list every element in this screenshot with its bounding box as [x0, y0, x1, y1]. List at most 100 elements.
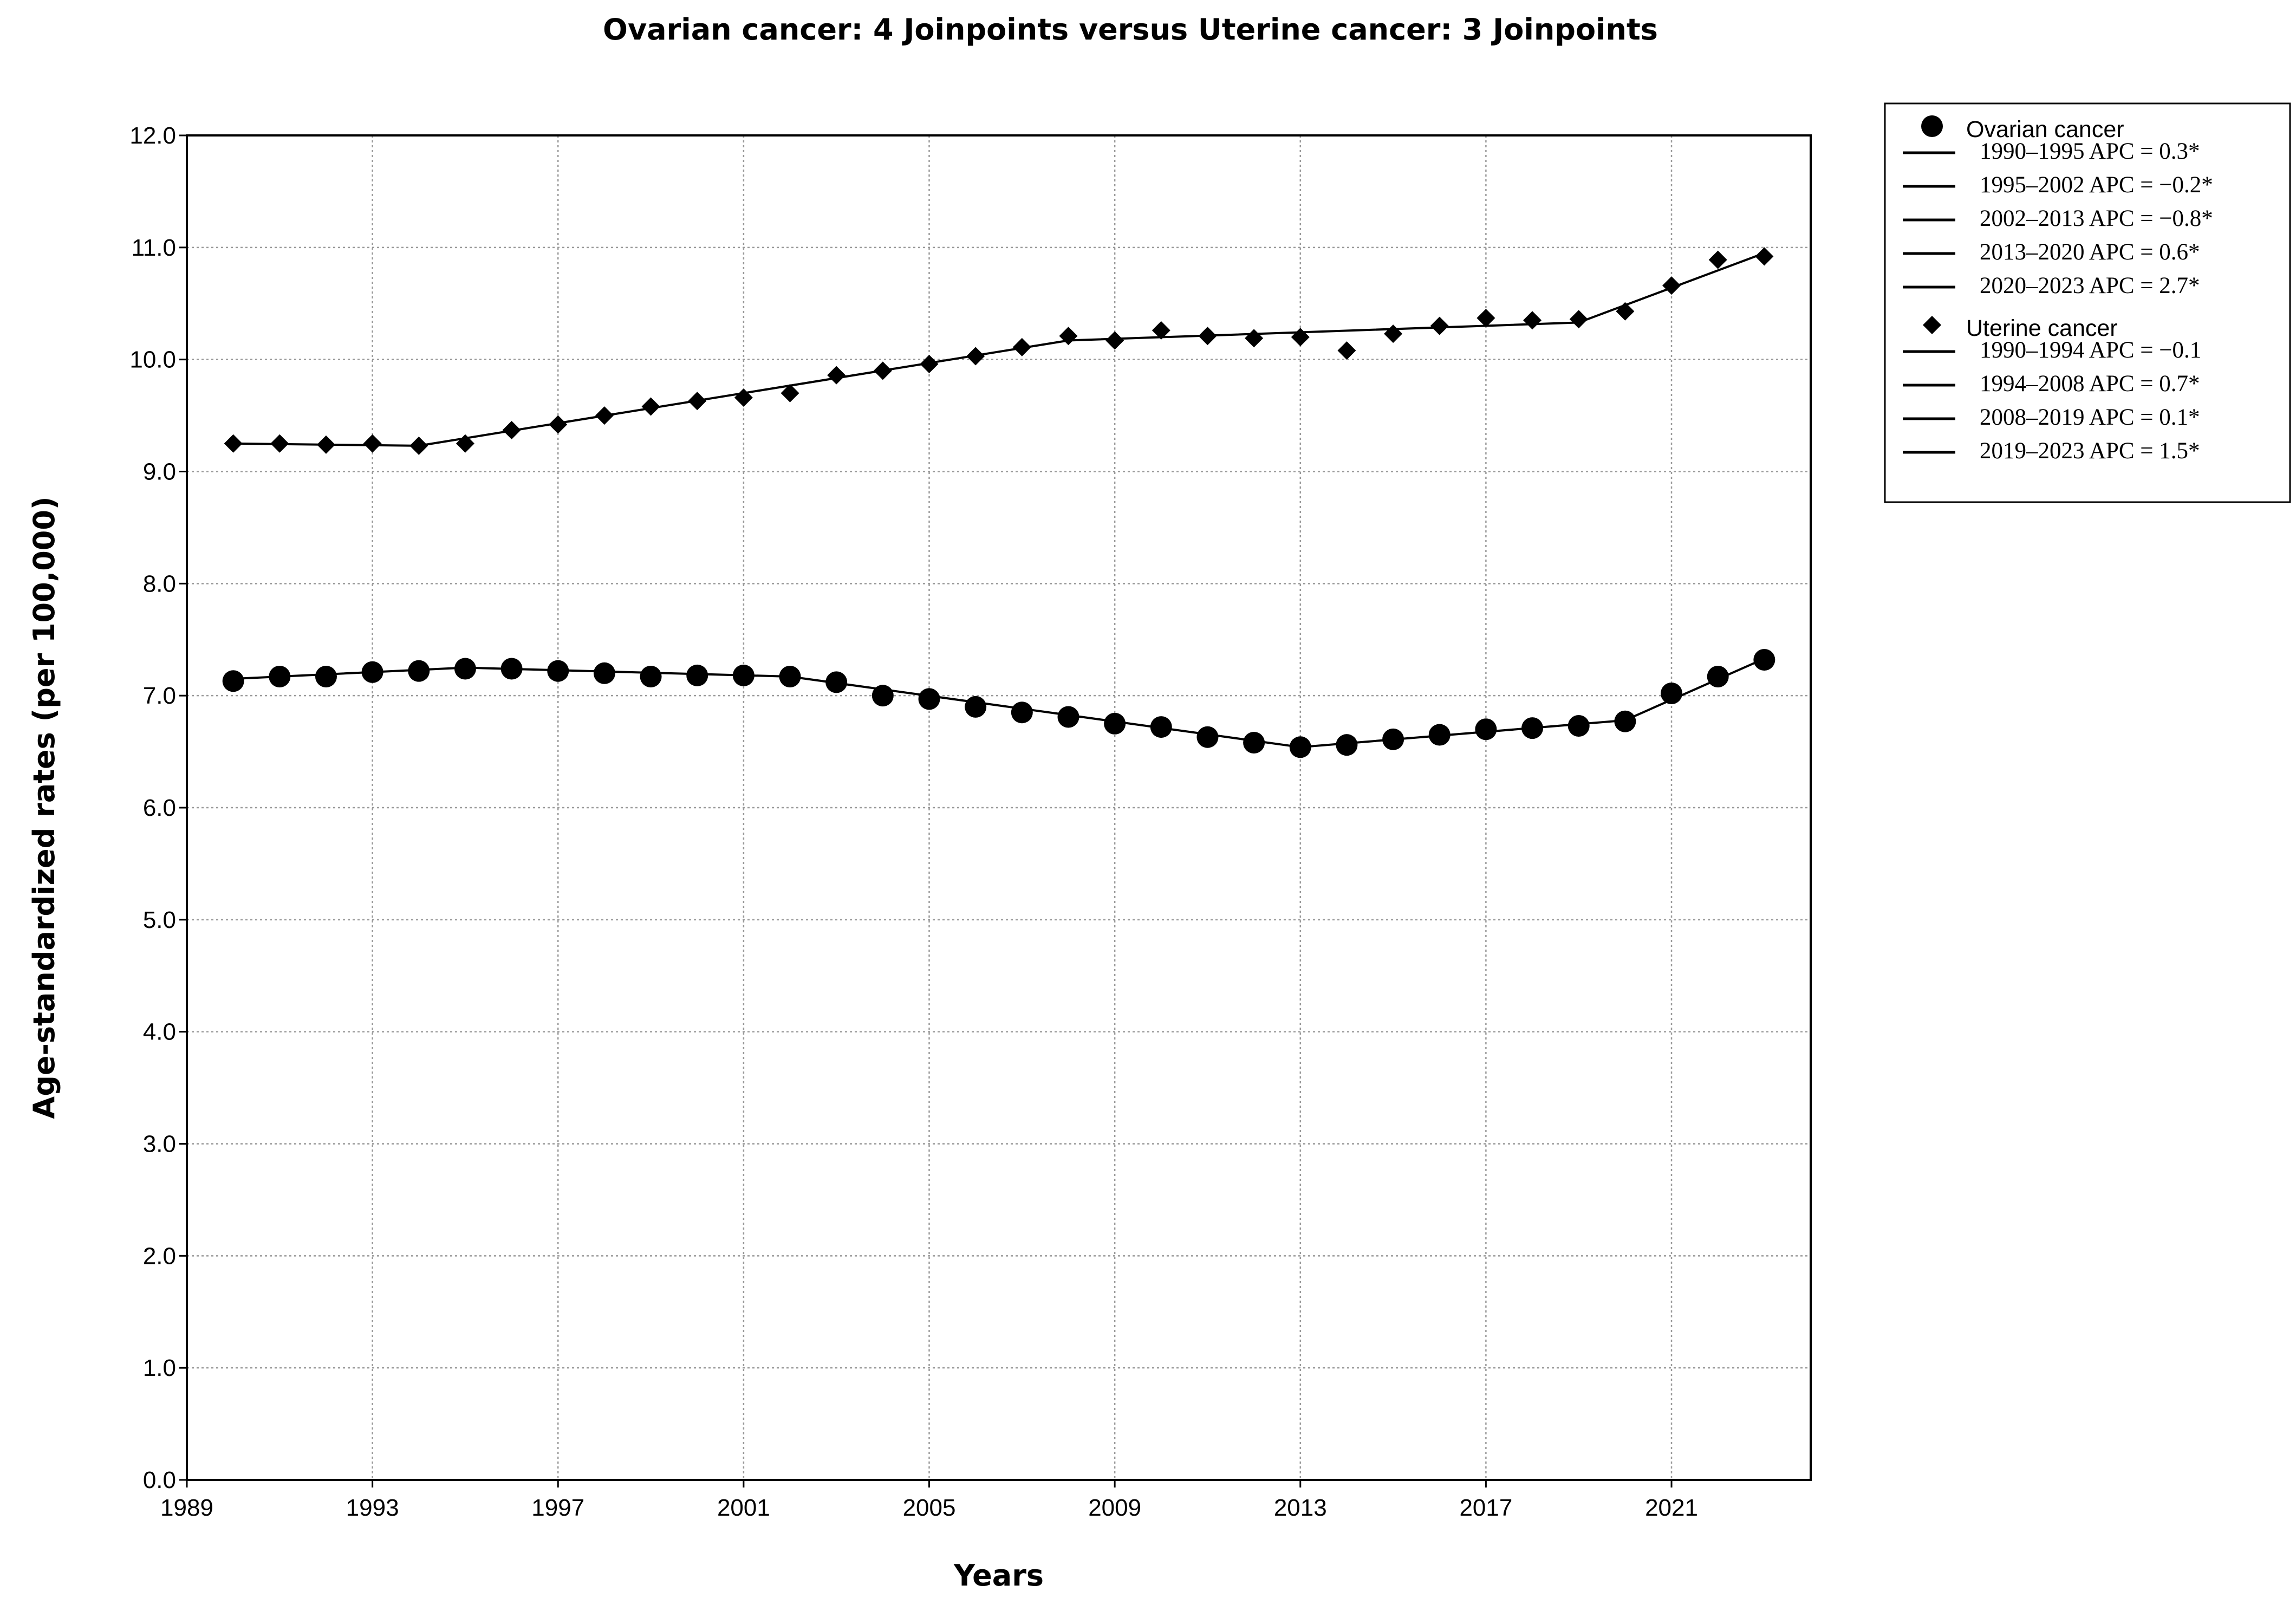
uterine-data-point [1105, 331, 1124, 350]
uterine-data-point [1755, 247, 1774, 266]
uterine-data-point [224, 434, 243, 453]
uterine-data-point [780, 384, 799, 402]
x-tick-label: 2017 [1459, 1495, 1512, 1521]
ovarian-data-point [1243, 732, 1265, 754]
ovarian-data-point [1521, 717, 1544, 739]
ovarian-data-point [1057, 706, 1079, 728]
ovarian-legend-segment: 1995–2002 APC = −0.2* [1980, 172, 2213, 198]
ovarian-data-point [1707, 666, 1729, 688]
uterine-data-point [1152, 321, 1170, 340]
ovarian-legend-segment: 2020–2023 APC = 2.7* [1980, 273, 2200, 298]
ovarian-legend-segment: 2013–2020 APC = 0.6* [1980, 239, 2200, 265]
uterine-legend-label: Uterine cancer [1966, 315, 2118, 341]
x-tick-label: 1997 [531, 1495, 584, 1521]
ovarian-data-point [1011, 701, 1033, 724]
uterine-data-point [827, 366, 846, 385]
uterine-legend-segment: 2019–2023 APC = 1.5* [1980, 438, 2200, 464]
ovarian-data-point [222, 670, 244, 692]
y-axis: 0.0 1.0 2.0 3.0 4.0 5.0 6.0 7.0 8.0 9.0 10.0 11.0 12… [129, 122, 187, 1493]
ovarian-data-point [732, 664, 755, 686]
uterine-data-point [1291, 328, 1310, 347]
ovarian-data-point [1336, 734, 1358, 756]
uterine-data-point [1337, 341, 1356, 360]
uterine-data-point [920, 354, 939, 373]
x-tick-label: 2009 [1088, 1495, 1141, 1521]
x-axis: 1989 1993 1997 2001 2005 2009 2013 2017 2021 [160, 1480, 1698, 1521]
uterine-legend-segment: 1990–1994 APC = −0.1 [1980, 337, 2201, 363]
ovarian-data-point [361, 661, 383, 683]
uterine-data-point [270, 434, 289, 453]
uterine-data-point [1662, 276, 1681, 295]
ovarian-data-point [1567, 715, 1590, 737]
chart-title: Ovarian cancer: 4 Joinpoints versus Uter… [603, 12, 1658, 47]
ovarian-data-point [918, 688, 940, 710]
uterine-data-point [1198, 327, 1217, 346]
ovarian-data-point [965, 696, 987, 718]
uterine-legend-segment: 2008–2019 APC = 0.1* [1980, 405, 2200, 430]
ovarian-data-point [1289, 736, 1311, 758]
ovarian-data-point [825, 671, 848, 693]
uterine-data-point [549, 415, 568, 434]
legend-box [1884, 102, 2291, 503]
ovarian-data-point [408, 660, 430, 682]
ovarian-data-point [686, 664, 708, 686]
x-tick-label: 1989 [160, 1495, 213, 1521]
grid [187, 135, 1811, 1480]
uterine-data-point [966, 347, 985, 366]
ovarian-data-point [1475, 718, 1497, 740]
x-tick-label: 2005 [903, 1495, 956, 1521]
uterine-data-point [595, 406, 614, 425]
uterine-legend-marker [1923, 316, 1941, 334]
uterine-data-point [641, 397, 660, 416]
uterine-legend-segment: 1994–2008 APC = 0.7* [1980, 371, 2200, 397]
y-tick-label: 11.0 [132, 235, 176, 261]
y-tick-label: 4.0 [143, 1019, 176, 1045]
uterine-data-point [1059, 327, 1078, 346]
ovarian-data-point [1661, 683, 1683, 705]
uterine-data-point [734, 388, 753, 407]
uterine-data-point [1430, 316, 1449, 335]
y-axis-title: Age-standardized rates (per 100,000) [27, 496, 61, 1119]
uterine-data-point [1523, 311, 1542, 330]
y-tick-label: 0.0 [143, 1467, 176, 1493]
ovarian-data-point [871, 685, 894, 707]
ovarian-legend-segment: 1990–1995 APC = 0.3* [1980, 139, 2200, 164]
uterine-data-point [316, 435, 335, 454]
uterine-data-point [688, 392, 707, 411]
ovarian-data-point [1428, 724, 1451, 746]
ovarian-data-point [593, 662, 615, 684]
y-tick-label: 8.0 [143, 570, 176, 597]
uterine-series [224, 247, 1774, 455]
uterine-data-point [456, 434, 474, 453]
ovarian-data-point [500, 658, 523, 680]
uterine-data-point [1616, 302, 1635, 321]
ovarian-data-point [454, 658, 476, 680]
x-tick-label: 1993 [346, 1495, 399, 1521]
y-tick-label: 12.0 [129, 122, 176, 149]
x-tick-label: 2001 [717, 1495, 770, 1521]
y-tick-label: 5.0 [143, 907, 176, 933]
x-axis-title: Years [953, 1558, 1044, 1593]
x-tick-label: 2013 [1274, 1495, 1327, 1521]
ovarian-legend-label: Ovarian cancer [1966, 116, 2124, 142]
uterine-data-point [873, 361, 892, 380]
y-tick-label: 9.0 [143, 459, 176, 485]
ovarian-data-point [547, 660, 569, 682]
ovarian-legend-segment: 2002–2013 APC = −0.8* [1980, 206, 2213, 231]
ovarian-data-point [1614, 710, 1636, 732]
y-tick-label: 10.0 [129, 347, 176, 373]
ovarian-data-point [1753, 648, 1775, 671]
uterine-data-point [1708, 250, 1727, 269]
uterine-data-point [1477, 309, 1495, 328]
ovarian-data-point [315, 666, 337, 688]
y-tick-label: 7.0 [143, 683, 176, 709]
uterine-data-point [409, 436, 428, 455]
y-tick-label: 3.0 [143, 1131, 176, 1158]
ovarian-data-point [640, 666, 662, 688]
ovarian-data-point [269, 666, 291, 688]
y-tick-label: 2.0 [143, 1243, 176, 1269]
ovarian-data-point [1382, 728, 1404, 750]
uterine-data-point [1384, 324, 1403, 343]
